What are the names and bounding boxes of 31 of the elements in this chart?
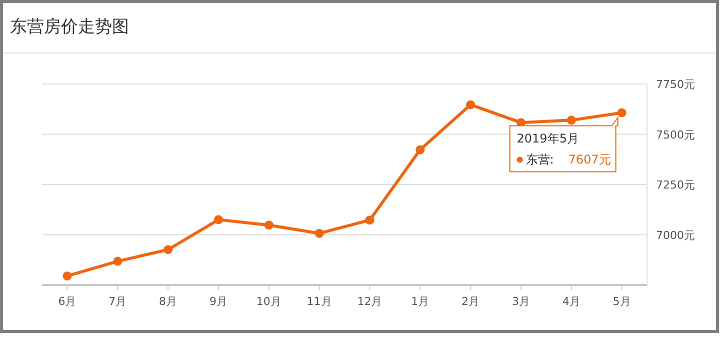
data-label: 7607元 <box>568 152 611 167</box>
legend-label: 东营: <box>526 152 554 167</box>
point <box>214 215 223 224</box>
point <box>365 216 374 225</box>
x-tick-label: 4月 <box>562 295 580 308</box>
y-tick-label: 7500元 <box>656 128 695 142</box>
chart-title: 东营房价走势图 <box>10 17 129 37</box>
x-tick-label: 7月 <box>108 295 127 308</box>
x-tick-label: 9月 <box>209 295 228 308</box>
point <box>264 220 274 230</box>
x-tick-label: 6月 <box>58 295 76 308</box>
point <box>566 116 576 125</box>
point <box>62 271 72 280</box>
y-tick-label: 7000元 <box>656 228 695 242</box>
point <box>617 108 626 118</box>
point <box>164 245 173 254</box>
y-tick-label: 7250元 <box>656 178 695 192</box>
x-tick-label: 3月 <box>512 295 530 308</box>
point <box>416 145 425 154</box>
x-tick-label: 12月 <box>357 295 382 308</box>
annotation: 2019年5月 <box>516 132 579 146</box>
x-tick-label: 1月 <box>411 295 430 308</box>
point <box>113 256 122 266</box>
x-tick-label: 11月 <box>306 295 332 308</box>
x-tick-label: 2月 <box>462 295 480 308</box>
x-tick-label: 8月 <box>159 295 178 308</box>
point <box>466 100 476 110</box>
x-tick-label: 5月 <box>612 295 631 308</box>
x-tick-label: 10月 <box>256 295 282 308</box>
y-tick-label: 7750元 <box>656 78 695 91</box>
point <box>314 228 324 238</box>
